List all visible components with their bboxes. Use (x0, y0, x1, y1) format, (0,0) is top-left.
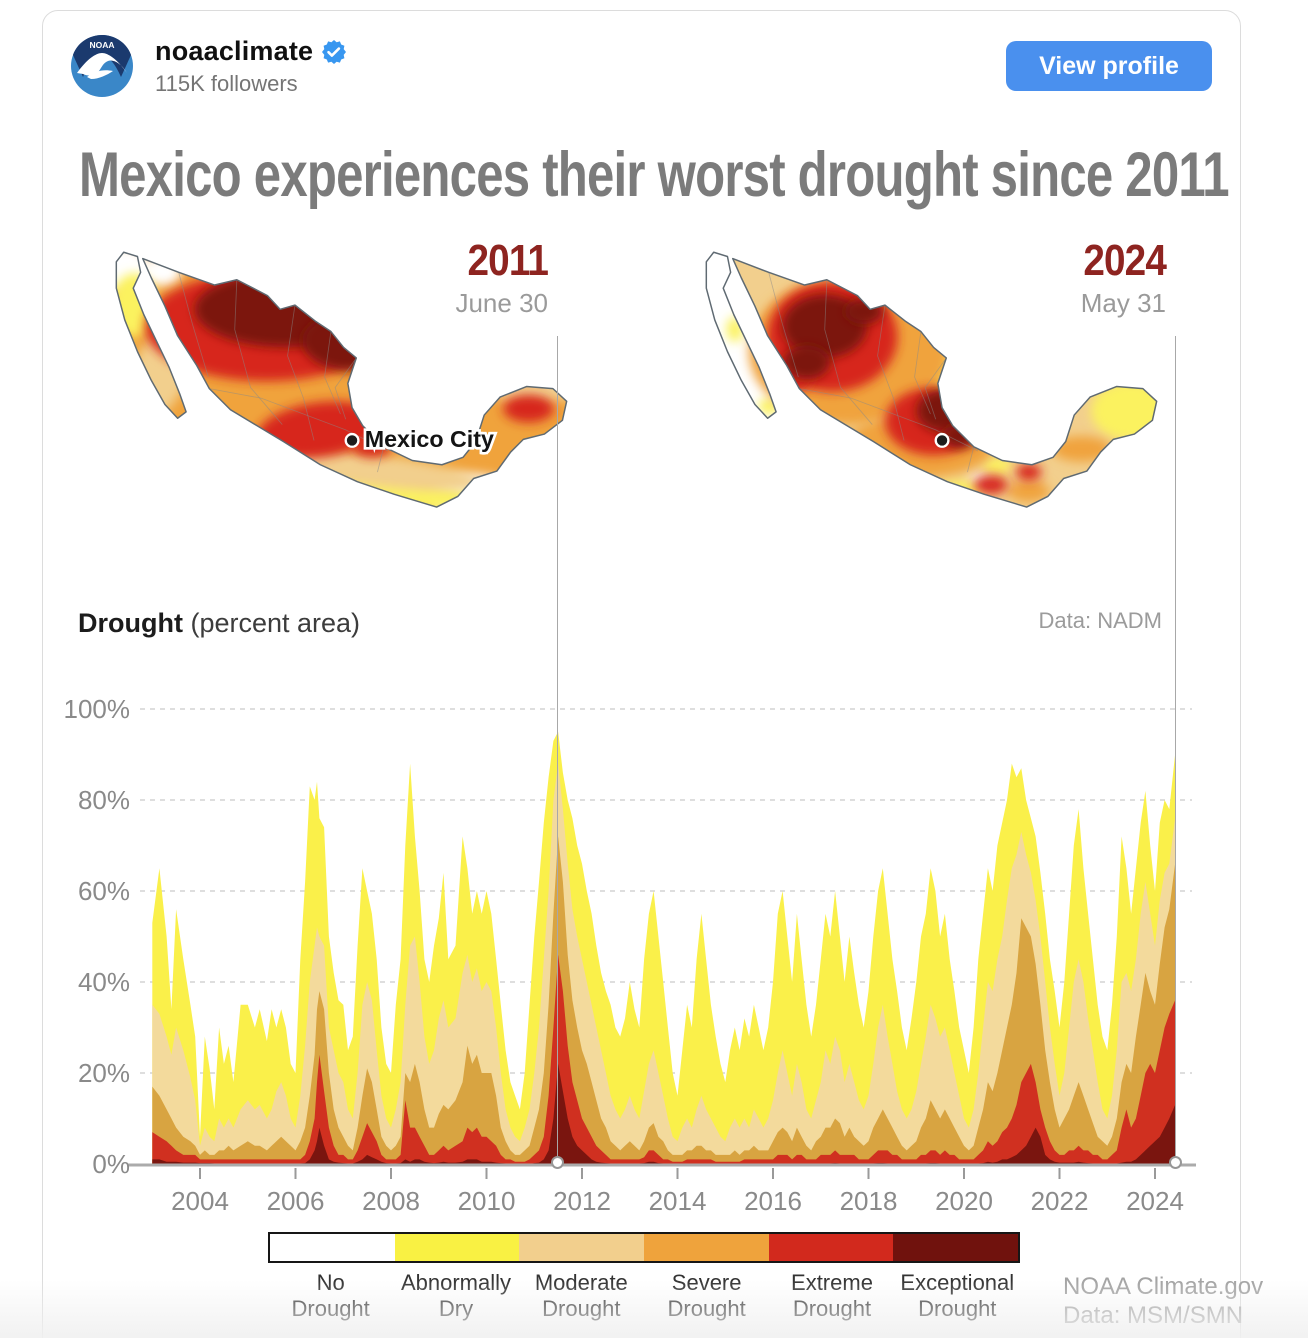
legend-swatch-3 (644, 1234, 769, 1261)
noaa-logo[interactable]: NOAA (69, 33, 135, 99)
svg-text:NOAA: NOAA (89, 40, 114, 50)
attribution: NOAA Climate.gov Data: MSM/SMN (1063, 1273, 1264, 1329)
drought-legend-labels: No Drought Abnormally Dry Moderate Drought Sev… (268, 1270, 1020, 1322)
legend-swatch-4 (768, 1234, 894, 1261)
chart-title: Drought (percent area) (78, 608, 361, 638)
legend-swatch-5 (893, 1234, 1019, 1261)
legend-label-3: Severe Drought (667, 1270, 746, 1321)
drought-map-2011: Mexico City (18, 228, 610, 600)
username[interactable]: noaaclimate (155, 36, 314, 66)
legend-swatch-2 (519, 1234, 645, 1261)
reference-line-2011 (557, 336, 558, 1156)
legend-label-5: Exceptional Drought (900, 1270, 1015, 1321)
drought-legend-bar (268, 1232, 1020, 1263)
followers-count: 115K followers (155, 71, 298, 96)
verified-badge-icon (322, 39, 347, 64)
reference-marker-2024 (1169, 1156, 1182, 1169)
map-year-label-2024: 2024 May 31 (1080, 236, 1167, 318)
drought-map-2024 (608, 228, 1200, 600)
mexico-city-label: Mexico City (365, 426, 494, 452)
post-title: Mexico experiences their worst drought s… (79, 140, 1230, 210)
post-card: NOAA noaaclimate 115K followers View pro… (42, 10, 1241, 1338)
map-data-source: Data: NADM (1038, 608, 1162, 633)
legend-label-0: No Drought (291, 1270, 370, 1321)
legend-label-2: Moderate Drought (534, 1270, 628, 1321)
mexico-city-marker (344, 432, 360, 448)
reference-marker-2011 (551, 1156, 564, 1169)
legend-label-4: Extreme Drought (791, 1270, 873, 1321)
mexico-city-marker (934, 432, 950, 448)
view-profile-button[interactable]: View profile (1006, 41, 1212, 91)
legend-swatch-1 (394, 1234, 520, 1261)
legend-swatch-0 (270, 1234, 395, 1261)
map-year-label-2011: 2011 June 30 (455, 236, 548, 318)
legend-label-1: Abnormally Dry (400, 1270, 512, 1321)
reference-line-2024 (1175, 336, 1176, 1156)
